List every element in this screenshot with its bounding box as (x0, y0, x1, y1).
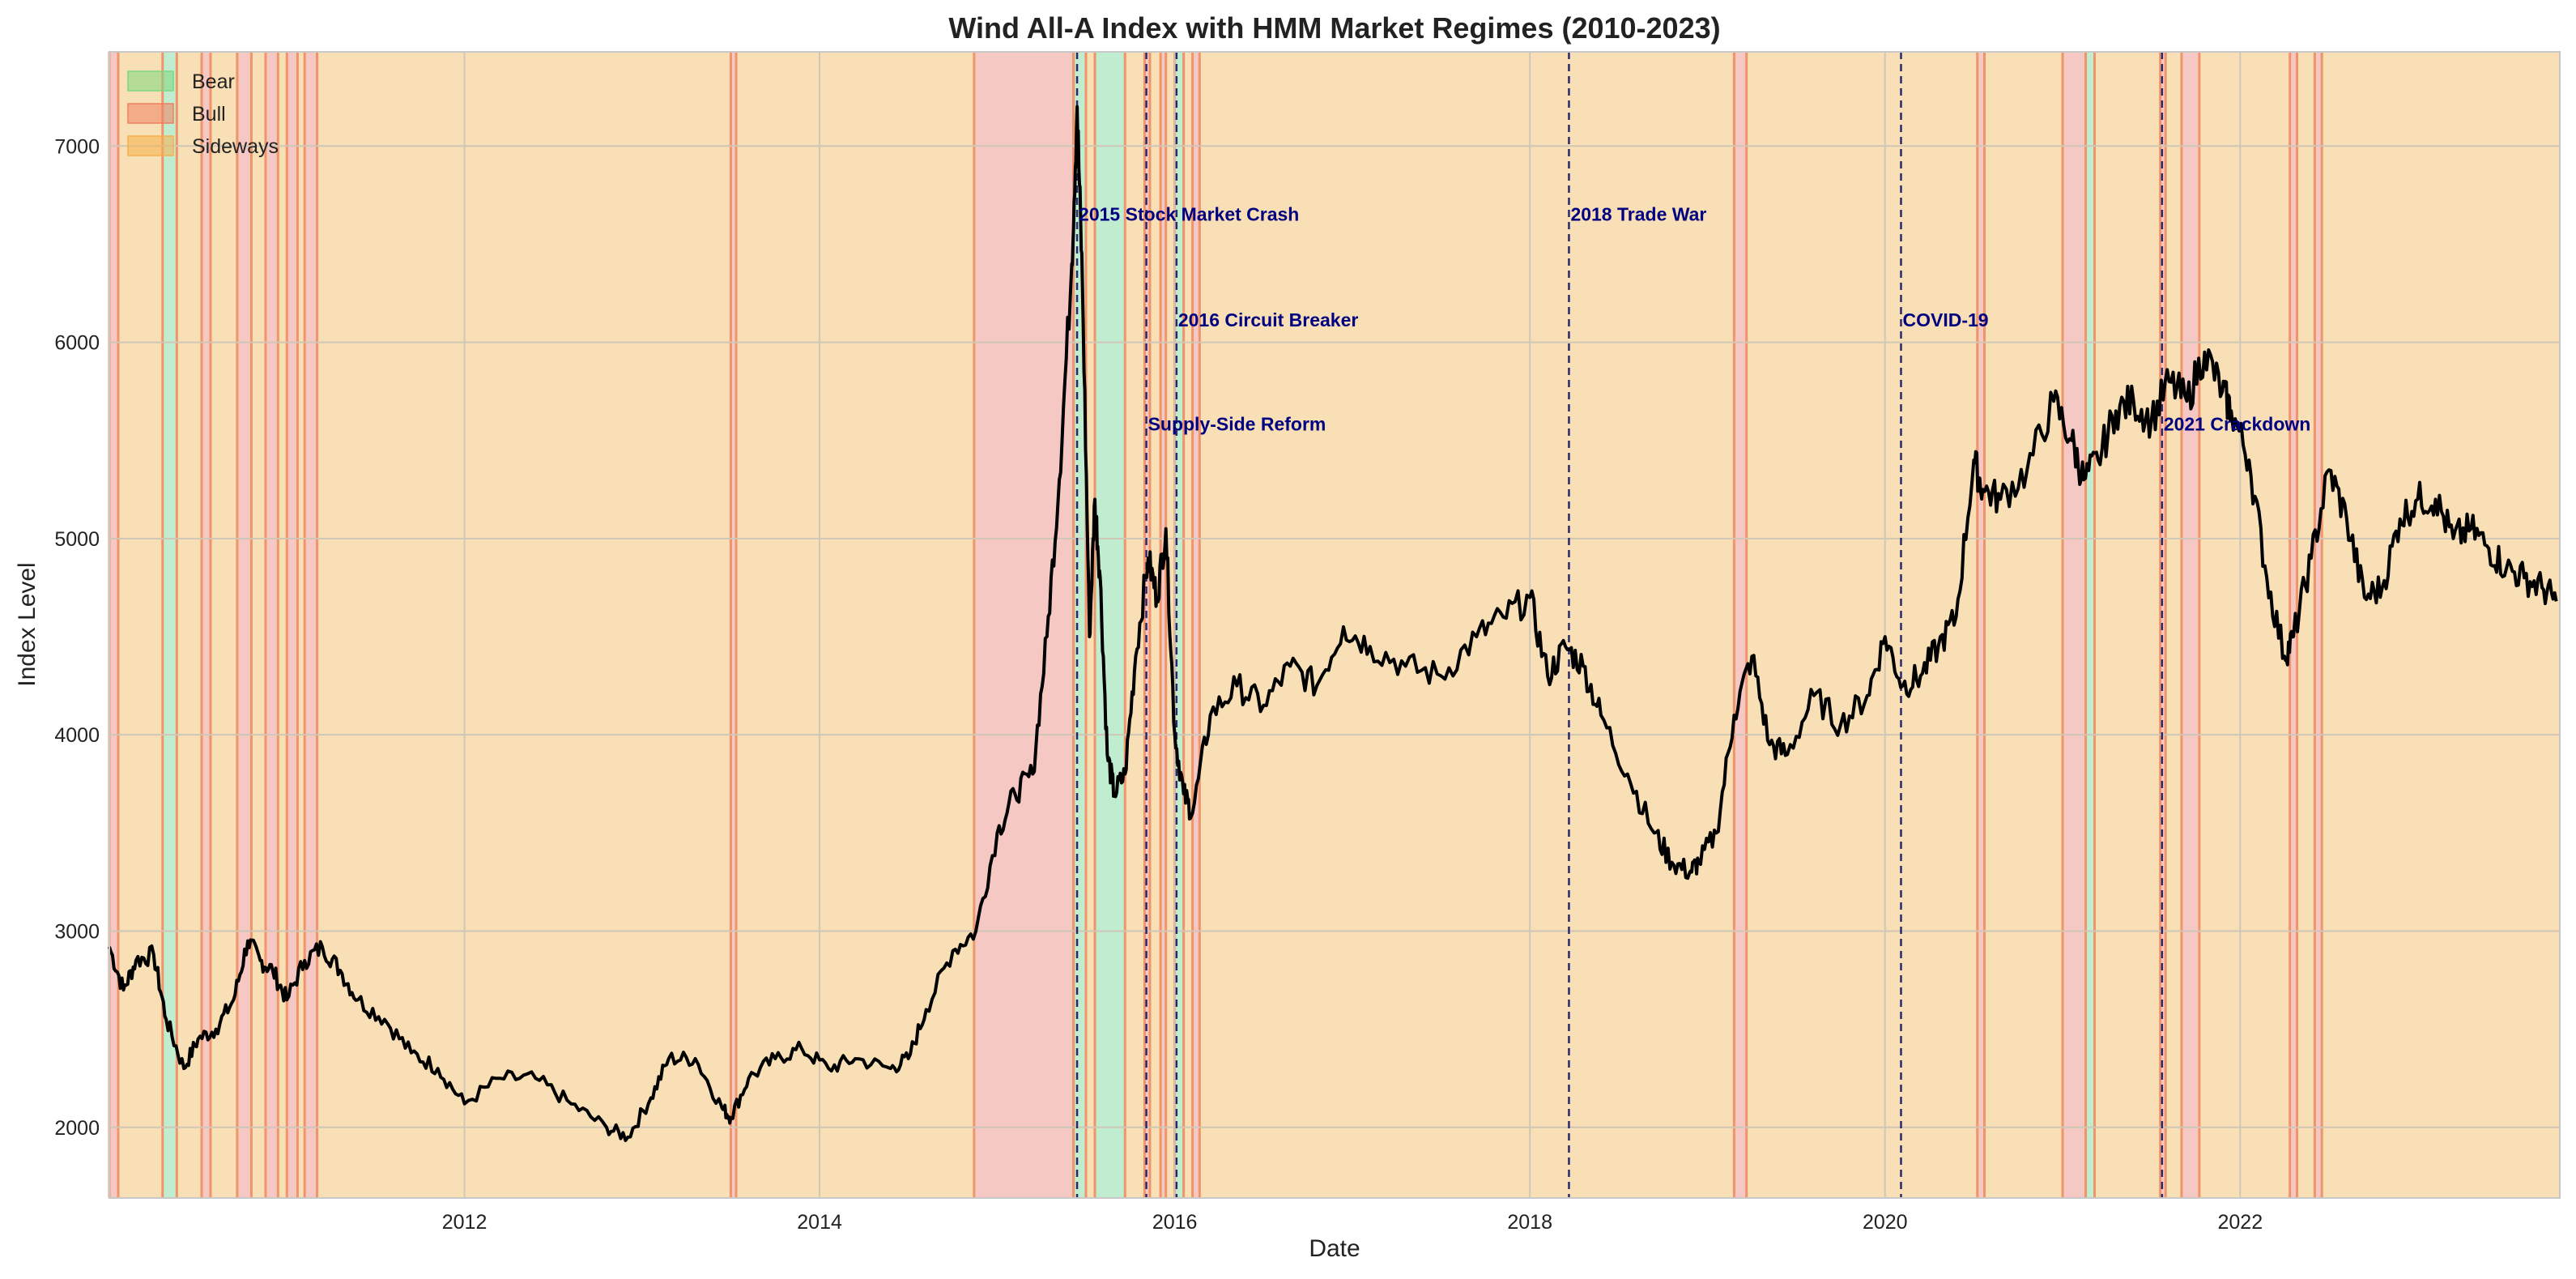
legend-label-sideways: Sideways (192, 135, 279, 158)
legend-label-bear: Bear (192, 70, 235, 93)
legend: Bear Bull Sideways (127, 70, 279, 158)
regime-band-bull (1734, 52, 1747, 1198)
plot-frame (109, 51, 2561, 1199)
regime-band-bull (2181, 52, 2199, 1198)
y-axis-ticks: 2000 3000 4000 5000 6000 7000 (54, 135, 100, 1139)
x-tick-label: 2014 (797, 1211, 842, 1234)
regime-band-bull (2314, 52, 2323, 1198)
regime-band-bull (304, 52, 317, 1198)
event-label: COVID-19 (1902, 309, 1988, 330)
x-tick-label: 2016 (1152, 1211, 1198, 1234)
regime-band-bull (202, 52, 211, 1198)
regime-band-bull (1160, 52, 1166, 1198)
event-label: 2015 Stock Market Crash (1079, 203, 1299, 224)
index-line (108, 104, 2558, 1142)
event-label: Supply-Side Reform (1148, 414, 1326, 435)
event-label: 2018 Trade War (1570, 203, 1706, 224)
event-lines (1075, 52, 2164, 1198)
regime-band-bull (109, 52, 118, 1198)
y-tick-label: 2000 (54, 1117, 100, 1140)
event-label: 2016 Circuit Breaker (1178, 309, 1359, 330)
chart-title: Wind All-A Index with HMM Market Regimes… (948, 11, 1720, 45)
regime-band-bull (730, 52, 737, 1198)
regime-band-bull (973, 52, 1074, 1198)
regime-band-bull (265, 52, 279, 1198)
y-tick-label: 7000 (54, 135, 100, 158)
gridlines (109, 52, 2560, 1198)
y-tick-label: 5000 (54, 528, 100, 551)
regime-band-bear (162, 52, 177, 1198)
regime-bands (108, 52, 2323, 1198)
x-tick-label: 2018 (1507, 1211, 1552, 1234)
regime-band-bull (1192, 52, 1200, 1198)
y-axis-label: Index Level (14, 562, 40, 686)
legend-swatch-bear (127, 70, 174, 92)
regime-band-bear (1174, 52, 1184, 1198)
regime-band-bull (2063, 52, 2086, 1198)
y-tick-label: 6000 (54, 332, 100, 355)
x-tick-label: 2022 (2217, 1211, 2263, 1234)
legend-swatch-bull (127, 103, 174, 124)
event-labels: 2015 Stock Market Crash Supply-Side Refor… (1079, 203, 2310, 434)
x-tick-label: 2020 (1863, 1211, 1908, 1234)
legend-swatch-sideways (127, 135, 174, 156)
regime-band-bear (2085, 52, 2095, 1198)
x-axis-ticks: 2012 2014 2016 2018 2020 2022 (442, 1211, 2263, 1234)
legend-label-bull: Bull (192, 103, 226, 126)
x-tick-label: 2012 (442, 1211, 488, 1234)
y-tick-label: 3000 (54, 920, 100, 943)
regime-band-bear (1094, 52, 1126, 1198)
regime-band-bull (287, 52, 298, 1198)
regime-band-bull (236, 52, 252, 1198)
y-tick-label: 4000 (54, 724, 100, 747)
plot-background (109, 52, 2560, 1198)
regime-band-bull (1977, 52, 1985, 1198)
event-label: 2021 Crackdown (2164, 414, 2311, 435)
x-axis-label: Date (1309, 1235, 1360, 1262)
